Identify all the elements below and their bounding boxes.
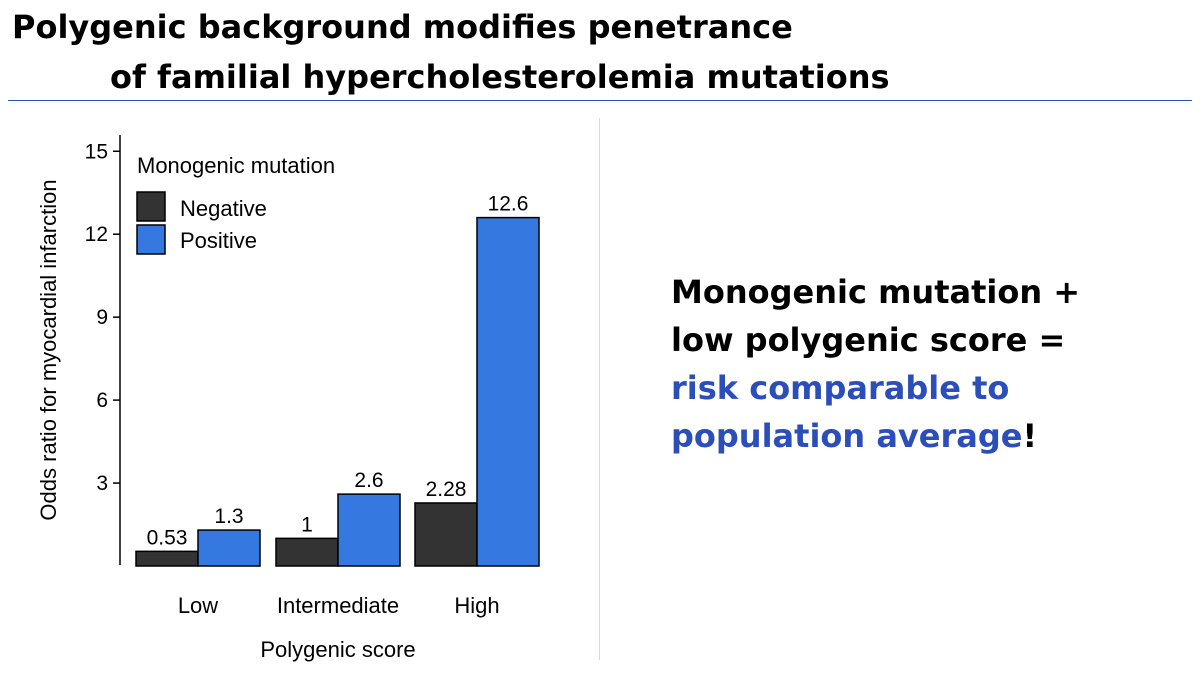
x-tick-label: Intermediate — [277, 593, 399, 618]
slide-title-line-1: Polygenic background modifies penetrance — [12, 8, 793, 46]
bar-negative-high — [414, 502, 478, 567]
bar-positive-intermediate — [337, 493, 401, 567]
x-tick-label: High — [454, 593, 499, 618]
slide-title-line-2: of familial hypercholesterolemia mutatio… — [110, 58, 890, 96]
slide-title: Polygenic background modifies penetrance… — [12, 2, 890, 102]
bar-positive-high — [476, 216, 540, 567]
bar-negative-intermediate — [275, 537, 339, 567]
vertical-divider — [599, 118, 600, 660]
bar-data-label: 1 — [301, 513, 313, 536]
bar-data-label: 0.53 — [147, 526, 188, 549]
key-message: Monogenic mutation + low polygenic score… — [671, 268, 1080, 460]
message-line-2: low polygenic score = — [671, 321, 1066, 359]
bar-data-label: 2.6 — [354, 469, 383, 492]
y-tick-label: 15 — [85, 140, 108, 163]
title-rule — [8, 100, 1192, 101]
message-line-1: Monogenic mutation + — [671, 273, 1081, 311]
bar-data-label: 1.3 — [214, 505, 243, 528]
y-tick-label: 6 — [96, 389, 108, 412]
bar-data-label: 2.28 — [426, 478, 467, 501]
chart-axes: 3 6 9 12 15 Low Intermediate High — [85, 135, 500, 618]
bar-data-label: 12.6 — [488, 193, 529, 216]
chart-legend: Monogenic mutation Negative Positive — [136, 153, 335, 255]
x-tick-label: Low — [178, 593, 218, 618]
bar-positive-low — [197, 529, 261, 567]
legend-label-negative: Negative — [180, 196, 267, 221]
legend-title: Monogenic mutation — [137, 153, 335, 178]
bar-negative-low — [135, 550, 199, 567]
legend-swatch-negative — [136, 191, 166, 222]
x-axis-title: Polygenic score — [260, 637, 415, 662]
legend-swatch-positive — [136, 224, 166, 255]
y-tick-label: 3 — [96, 472, 108, 495]
x-axis-ticks: Low Intermediate High — [178, 593, 500, 618]
legend-label-positive: Positive — [180, 228, 257, 253]
message-line-3-highlight: risk comparable to — [671, 369, 1010, 407]
y-tick-label: 9 — [96, 306, 108, 329]
y-axis-ticks: 3 6 9 12 15 — [85, 140, 120, 495]
y-axis-title: Odds ratio for myocardial infarction — [36, 179, 61, 520]
message-exclamation: ! — [1022, 417, 1038, 455]
y-tick-label: 12 — [85, 223, 108, 246]
message-line-4-highlight: population average — [671, 417, 1023, 455]
